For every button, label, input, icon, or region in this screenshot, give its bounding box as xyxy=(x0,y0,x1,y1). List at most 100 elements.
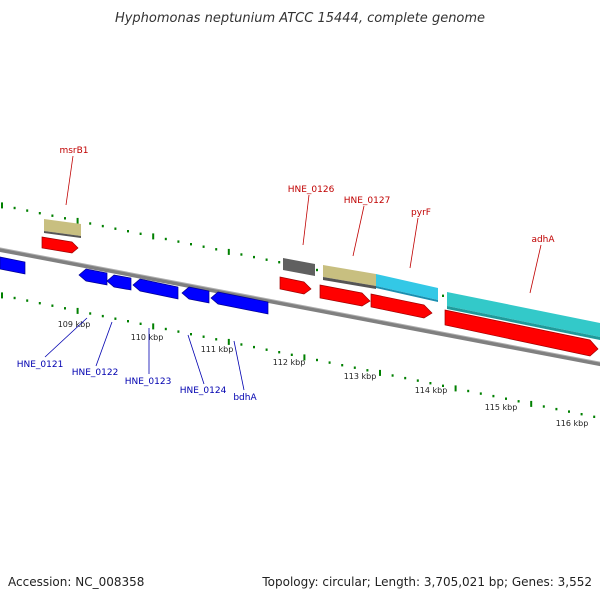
minor-tick xyxy=(139,232,142,235)
band-HNE-0127 xyxy=(323,265,376,286)
cds-HNE-0127[interactable] xyxy=(319,284,371,307)
minor-tick xyxy=(265,258,268,261)
minor-tick xyxy=(127,320,129,323)
tick-row-bottom xyxy=(1,292,596,418)
cds-bdhA[interactable] xyxy=(210,291,269,315)
minor-tick xyxy=(13,206,16,210)
band-adhA xyxy=(447,292,600,337)
minor-tick xyxy=(215,248,218,251)
cds-HNE-0124[interactable] xyxy=(181,286,210,304)
scale-labels: 109 kbp 110 kbp 111 kbp 112 kbp 113 kbp … xyxy=(58,320,589,428)
minor-tick xyxy=(404,376,407,380)
minor-tick xyxy=(290,353,293,356)
major-tick xyxy=(454,385,457,392)
minor-tick xyxy=(13,296,16,300)
minor-tick xyxy=(215,338,218,341)
cds-HNE-0122[interactable] xyxy=(106,274,132,291)
minor-tick xyxy=(253,255,255,259)
minor-tick xyxy=(190,333,192,336)
minor-tick xyxy=(164,237,167,241)
minor-tick xyxy=(202,245,205,248)
top-feature-labels: msrB1 HNE_0126 HNE_0127 pyrF adhA xyxy=(59,146,555,294)
genome-summary-text: Topology: circular; Length: 3,705,021 bp… xyxy=(261,575,592,589)
major-tick xyxy=(152,233,155,240)
minor-tick xyxy=(341,364,344,367)
minor-tick xyxy=(101,314,104,318)
cds-left-edge[interactable] xyxy=(0,256,26,275)
minor-tick xyxy=(101,224,104,228)
cds-msrB1[interactable] xyxy=(41,236,79,254)
minor-tick xyxy=(139,322,142,325)
minor-tick xyxy=(177,240,180,243)
minor-tick xyxy=(416,379,419,382)
cds-pyrF[interactable] xyxy=(370,293,433,319)
band-msrB1 xyxy=(44,219,81,236)
minor-tick xyxy=(580,413,583,416)
minor-tick xyxy=(328,361,331,364)
scale-label-111: 111 kbp xyxy=(201,345,234,354)
major-tick xyxy=(530,400,533,407)
feature-bands xyxy=(44,219,600,340)
label-HNE-0122[interactable]: HNE_0122 xyxy=(72,368,119,378)
minor-tick xyxy=(114,317,117,320)
major-tick xyxy=(303,354,306,361)
minor-tick xyxy=(479,392,482,395)
minor-tick xyxy=(442,294,444,297)
minor-tick xyxy=(26,299,29,302)
minor-tick xyxy=(26,209,29,212)
label-bdhA[interactable]: bdhA xyxy=(233,393,257,403)
label-HNE-0123[interactable]: HNE_0123 xyxy=(125,377,172,387)
band-HNE-0126 xyxy=(283,258,315,276)
minor-tick xyxy=(316,358,318,362)
minor-tick xyxy=(64,217,66,220)
scale-label-112: 112 kbp xyxy=(273,358,306,367)
scale-label-109: 109 kbp xyxy=(58,320,91,329)
minor-tick xyxy=(517,400,520,403)
minor-tick xyxy=(316,268,318,272)
minor-tick xyxy=(593,415,596,418)
label-adhA[interactable]: adhA xyxy=(531,235,555,245)
bottom-feature-labels: HNE_0121 HNE_0122 HNE_0123 HNE_0124 bdhA xyxy=(17,317,257,403)
minor-tick xyxy=(429,382,432,385)
scale-label-113: 113 kbp xyxy=(344,372,377,381)
major-tick xyxy=(152,323,155,330)
minor-tick xyxy=(278,261,281,264)
minor-tick xyxy=(253,345,255,349)
forward-cds-track xyxy=(41,236,599,357)
major-tick xyxy=(227,338,230,345)
label-HNE-0127[interactable]: HNE_0127 xyxy=(344,196,391,206)
minor-tick xyxy=(89,312,92,315)
label-HNE-0126[interactable]: HNE_0126 xyxy=(288,185,335,195)
minor-tick xyxy=(505,397,507,400)
major-tick xyxy=(379,369,381,376)
genome-backbone xyxy=(0,247,600,367)
minor-tick xyxy=(568,410,570,413)
label-msrB1[interactable]: msrB1 xyxy=(59,146,88,156)
map-title: Hyphomonas neptunium ATCC 15444, complet… xyxy=(115,11,485,26)
minor-tick xyxy=(240,253,243,256)
minor-tick xyxy=(353,366,356,369)
label-HNE-0124[interactable]: HNE_0124 xyxy=(180,386,227,396)
major-tick xyxy=(1,292,3,299)
cds-HNE-0123[interactable] xyxy=(132,278,179,300)
minor-tick xyxy=(177,330,180,333)
label-pyrF[interactable]: pyrF xyxy=(411,208,431,218)
minor-tick xyxy=(442,384,444,387)
minor-tick xyxy=(391,374,394,377)
minor-tick xyxy=(38,212,41,215)
minor-tick xyxy=(240,343,243,346)
accession-text: Accession: NC_008358 xyxy=(8,575,144,589)
cds-HNE-0121[interactable] xyxy=(78,268,108,286)
cds-adhA[interactable] xyxy=(444,309,599,357)
cds-HNE-0126[interactable] xyxy=(279,276,312,295)
major-tick xyxy=(76,307,79,314)
label-HNE-0121[interactable]: HNE_0121 xyxy=(17,360,64,370)
minor-tick xyxy=(64,307,66,310)
minor-tick xyxy=(127,230,129,233)
minor-tick xyxy=(366,369,369,372)
minor-tick xyxy=(51,214,54,217)
scale-label-115: 115 kbp xyxy=(485,403,518,412)
major-tick xyxy=(76,217,79,224)
minor-tick xyxy=(467,389,470,393)
